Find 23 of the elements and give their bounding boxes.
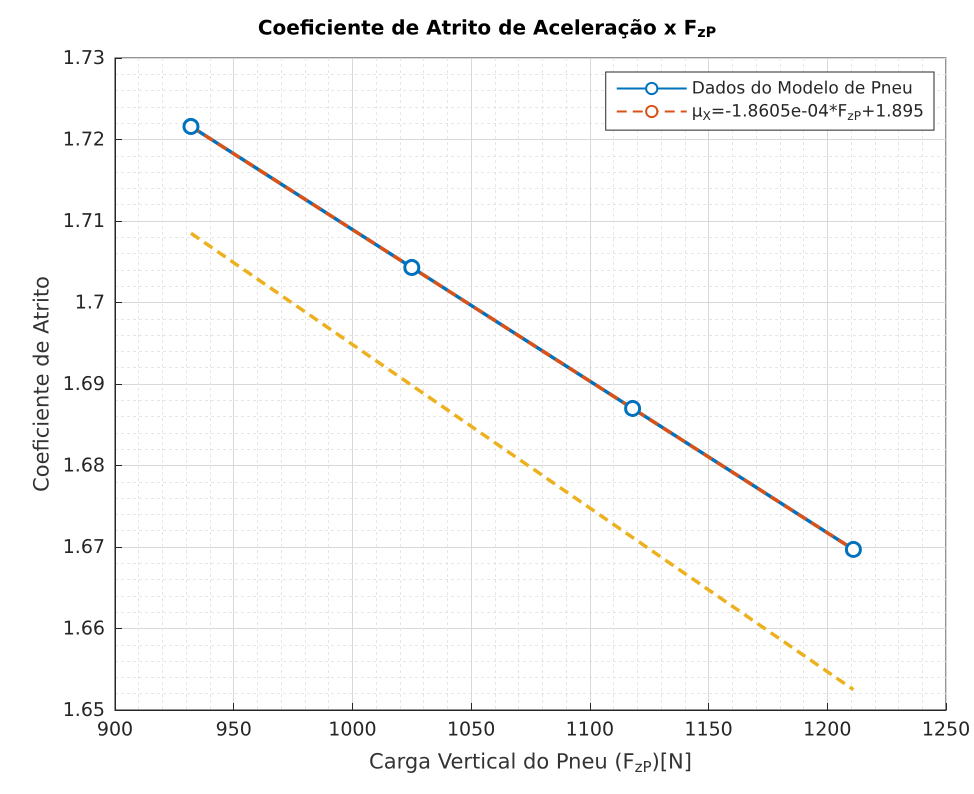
legend-label: Dados do Modelo de Pneu [692, 78, 913, 98]
y-axis-title: Coeficiente de Atrito [29, 276, 54, 492]
y-tick-label: 1.72 [62, 128, 105, 150]
x-tick-label: 900 [96, 718, 134, 740]
x-tick-label: 1100 [566, 718, 614, 740]
x-tick-label: 950 [216, 718, 252, 740]
point [624, 400, 642, 417]
y-tick-label: 1.69 [62, 373, 105, 395]
y-tick-label: 1.65 [62, 699, 105, 721]
x-tick-label: 1250 [922, 718, 970, 740]
y-tick-label: 1.71 [62, 210, 105, 232]
point [403, 258, 420, 276]
point [844, 540, 862, 558]
y-tick-label: 1.66 [62, 618, 105, 640]
x-tick-label: 1050 [446, 718, 496, 740]
y-tick-label: 1.7 [74, 292, 105, 314]
x-tick-label: 1000 [328, 718, 377, 740]
x-tick-label: 1200 [803, 718, 852, 740]
y-tick-label: 1.68 [62, 454, 105, 476]
point [182, 118, 200, 135]
y-tick-label: 1.67 [62, 536, 105, 558]
y-tick-label: 1.73 [62, 47, 105, 69]
x-tick-label: 1150 [684, 718, 733, 740]
